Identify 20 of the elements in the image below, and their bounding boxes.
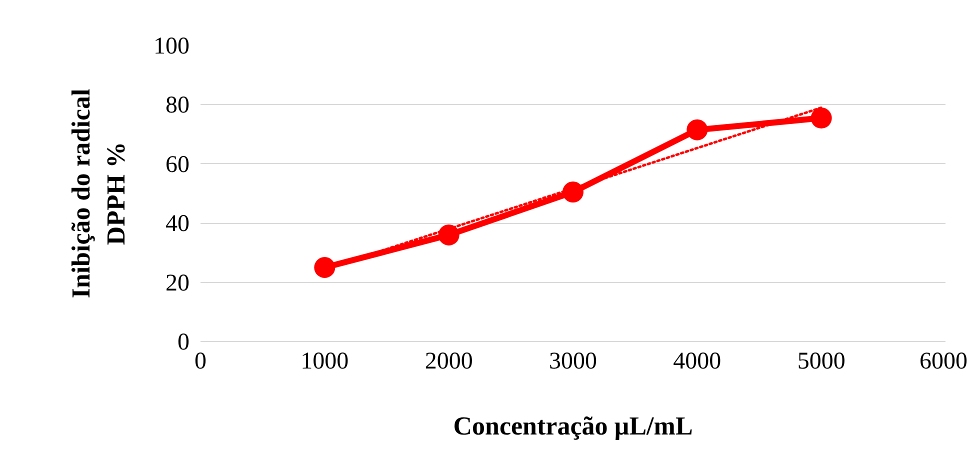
y-tick-label: 80 (166, 92, 190, 119)
point (562, 182, 584, 202)
x-tick-label: 1000 (300, 348, 349, 374)
x-tick-label: 3000 (549, 348, 597, 374)
x-tick-label: 2000 (424, 348, 473, 374)
y-tick-label: 100 (154, 34, 190, 60)
x-tick-label: 0 (194, 348, 206, 374)
x-tick-label: 4000 (673, 348, 722, 374)
y-tick-label: 20 (166, 270, 190, 296)
y-tick-label: 0 (178, 330, 190, 356)
x-tick-label: 6000 (920, 348, 967, 374)
y-axis-title: Inibição do radical DPPH % (66, 88, 130, 298)
point (686, 119, 708, 140)
point (314, 257, 336, 278)
y-tick-label: 60 (166, 152, 190, 178)
point (810, 108, 832, 128)
point (438, 224, 460, 246)
x-axis-title: Concentração µL/mL (453, 412, 693, 440)
y-tick-label: 40 (166, 211, 190, 238)
x-tick-label: 5000 (797, 348, 846, 374)
